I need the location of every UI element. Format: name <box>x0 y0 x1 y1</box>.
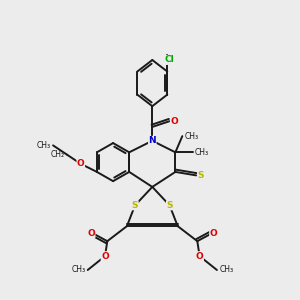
Text: O: O <box>196 252 203 261</box>
Text: N: N <box>148 136 156 145</box>
Text: CH₃: CH₃ <box>219 266 233 274</box>
Text: S: S <box>167 201 173 210</box>
Text: O: O <box>87 229 95 238</box>
Text: CH₂: CH₂ <box>50 150 64 159</box>
Text: CH₃: CH₃ <box>37 141 51 150</box>
Text: O: O <box>77 159 85 168</box>
Text: CH₃: CH₃ <box>195 148 209 157</box>
Text: S: S <box>132 201 138 210</box>
Text: S: S <box>197 171 204 180</box>
Text: Cl: Cl <box>165 56 175 64</box>
Text: CH₃: CH₃ <box>71 266 85 274</box>
Text: CH₃: CH₃ <box>184 132 199 141</box>
Text: O: O <box>210 229 217 238</box>
Text: O: O <box>101 252 109 261</box>
Text: O: O <box>170 117 178 126</box>
